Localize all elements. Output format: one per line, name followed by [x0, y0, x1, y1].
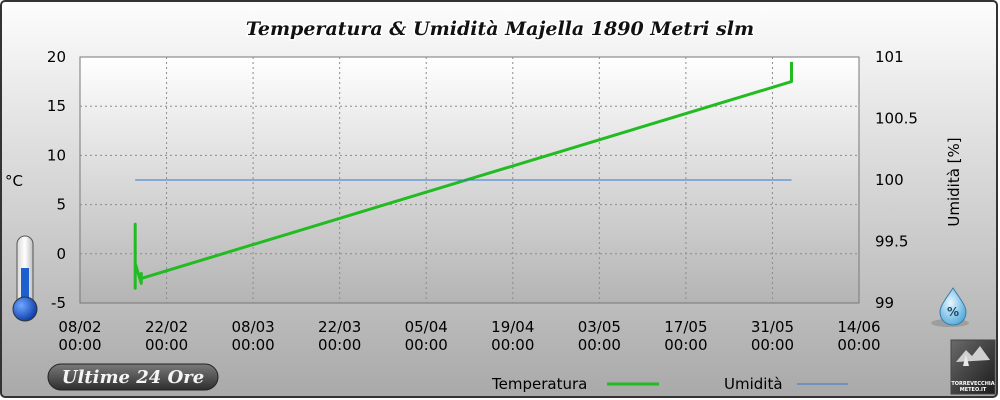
svg-text:METEO.IT: METEO.IT — [960, 387, 987, 393]
x-tick-label: 00:00 — [578, 336, 621, 354]
x-tick-label: 00:00 — [491, 336, 534, 354]
y-tick-label: 10 — [47, 146, 66, 164]
x-tick-label: 00:00 — [231, 336, 274, 354]
svg-text:TORREVECCHIA: TORREVECCHIA — [951, 381, 994, 387]
period-badge: Ultime 24 Ore — [47, 363, 219, 391]
y-tick-label: 0 — [56, 245, 66, 263]
y2-tick-label: 101 — [875, 48, 904, 66]
x-tick-label: 00:00 — [405, 336, 448, 354]
legend-label-umidita: Umidità — [724, 375, 783, 393]
chart-title: Temperatura & Umidità Majella 1890 Metri… — [246, 18, 754, 40]
x-tick-label: 19/04 — [491, 318, 534, 336]
x-tick-label: 00:00 — [837, 336, 880, 354]
series-layer — [133, 61, 793, 290]
left-axis-unit: °C — [5, 172, 23, 190]
x-tick-labels: 08/0200:0022/0200:0008/0300:0022/0300:00… — [58, 318, 880, 354]
x-tick-label: 00:00 — [58, 336, 101, 354]
grid-lines — [80, 57, 859, 303]
legend-label-temperatura: Temperatura — [491, 375, 587, 393]
right-axis-title: Umidità [%] — [945, 137, 963, 226]
y2-tick-label: 99.5 — [875, 233, 908, 251]
svg-text:%: % — [947, 305, 959, 319]
y-tick-label: -5 — [51, 294, 66, 312]
x-tick-label: 14/06 — [837, 318, 880, 336]
y-tick-label: 5 — [56, 196, 66, 214]
x-tick-label: 03/05 — [578, 318, 621, 336]
x-tick-label: 08/03 — [231, 318, 274, 336]
y-tick-label: 15 — [47, 97, 66, 115]
torrevecchia-logo: TORREVECCHIA METEO.IT — [950, 339, 996, 395]
thermometer-icon — [12, 235, 38, 322]
x-tick-label: 00:00 — [751, 336, 794, 354]
legend: Temperatura Umidità — [491, 375, 848, 393]
x-tick-label: 05/04 — [405, 318, 448, 336]
y-tick-labels: -5 0 5 10 15 20 — [47, 48, 66, 312]
x-tick-label: 08/02 — [58, 318, 101, 336]
x-tick-label: 00:00 — [664, 336, 707, 354]
x-tick-label: 00:00 — [318, 336, 361, 354]
x-tick-label: 31/05 — [751, 318, 794, 336]
x-tick-label: 22/02 — [145, 318, 188, 336]
period-badge-label: Ultime 24 Ore — [62, 367, 204, 388]
y2-tick-label: 99 — [875, 294, 894, 312]
y2-tick-labels: 99 99.5 100 100.5 101 — [875, 48, 918, 312]
x-tick-label: 22/03 — [318, 318, 361, 336]
x-tick-label: 17/05 — [664, 318, 707, 336]
y2-tick-label: 100.5 — [875, 110, 918, 128]
y2-tick-label: 100 — [875, 171, 904, 189]
x-tick-label: 00:00 — [145, 336, 188, 354]
humidity-drop-icon: % — [931, 287, 969, 327]
y-tick-label: 20 — [47, 48, 66, 66]
